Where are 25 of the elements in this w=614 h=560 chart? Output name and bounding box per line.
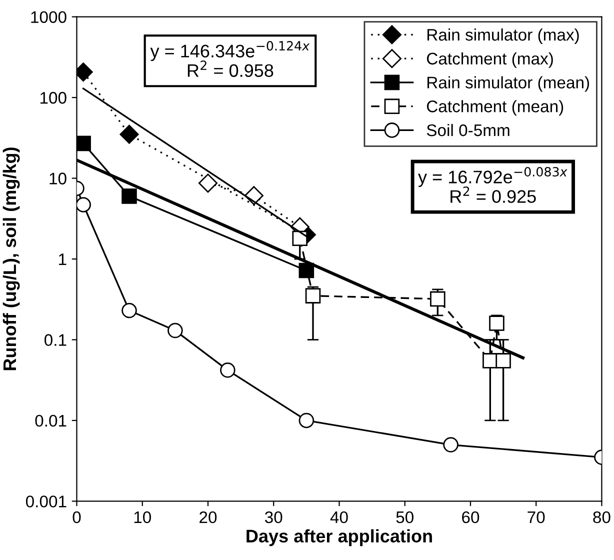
y-tick-label: 10: [50, 172, 66, 184]
y-tick-label: 100: [40, 92, 66, 104]
legend-label: Catchment (max): [426, 52, 553, 68]
y-tick-label: 0.001: [26, 496, 66, 508]
legend-label: Soil 0-5mm: [426, 124, 510, 136]
x-tick-label: 10: [134, 511, 151, 524]
y-tick-label: 0.1: [44, 334, 66, 346]
x-tick-label: 40: [330, 511, 348, 524]
y-tick-label: 0.01: [35, 414, 66, 427]
x-axis-title: Days after application: [246, 529, 432, 546]
text: y = 146.343e$^{−0.124x}$ R$^{2}$ = 0.958: [150, 41, 310, 77]
x-tick-label: 30: [264, 511, 282, 524]
x-tick-label: 50: [396, 511, 414, 524]
legend-label: Rain simulator (max): [427, 28, 579, 44]
x-tick-label: 20: [200, 511, 217, 524]
x-tick-label: 60: [462, 511, 480, 524]
legend-label: Catchment (mean): [426, 100, 564, 116]
y-tick-label: 1: [59, 254, 66, 266]
x-tick-label: 80: [593, 511, 610, 524]
x-tick-label: 70: [528, 511, 545, 524]
text: y = 16.792e$^{−0.083x}$ R$^{2}$ = 0.925: [418, 166, 568, 203]
x-tick-label: 0: [72, 511, 81, 524]
y-tick-label: 1000: [31, 11, 66, 24]
legend-label: Rain simulator (mean): [427, 76, 590, 92]
y-axis-title: Runoff (ug/L), soil (mg/kg): [2, 148, 20, 370]
